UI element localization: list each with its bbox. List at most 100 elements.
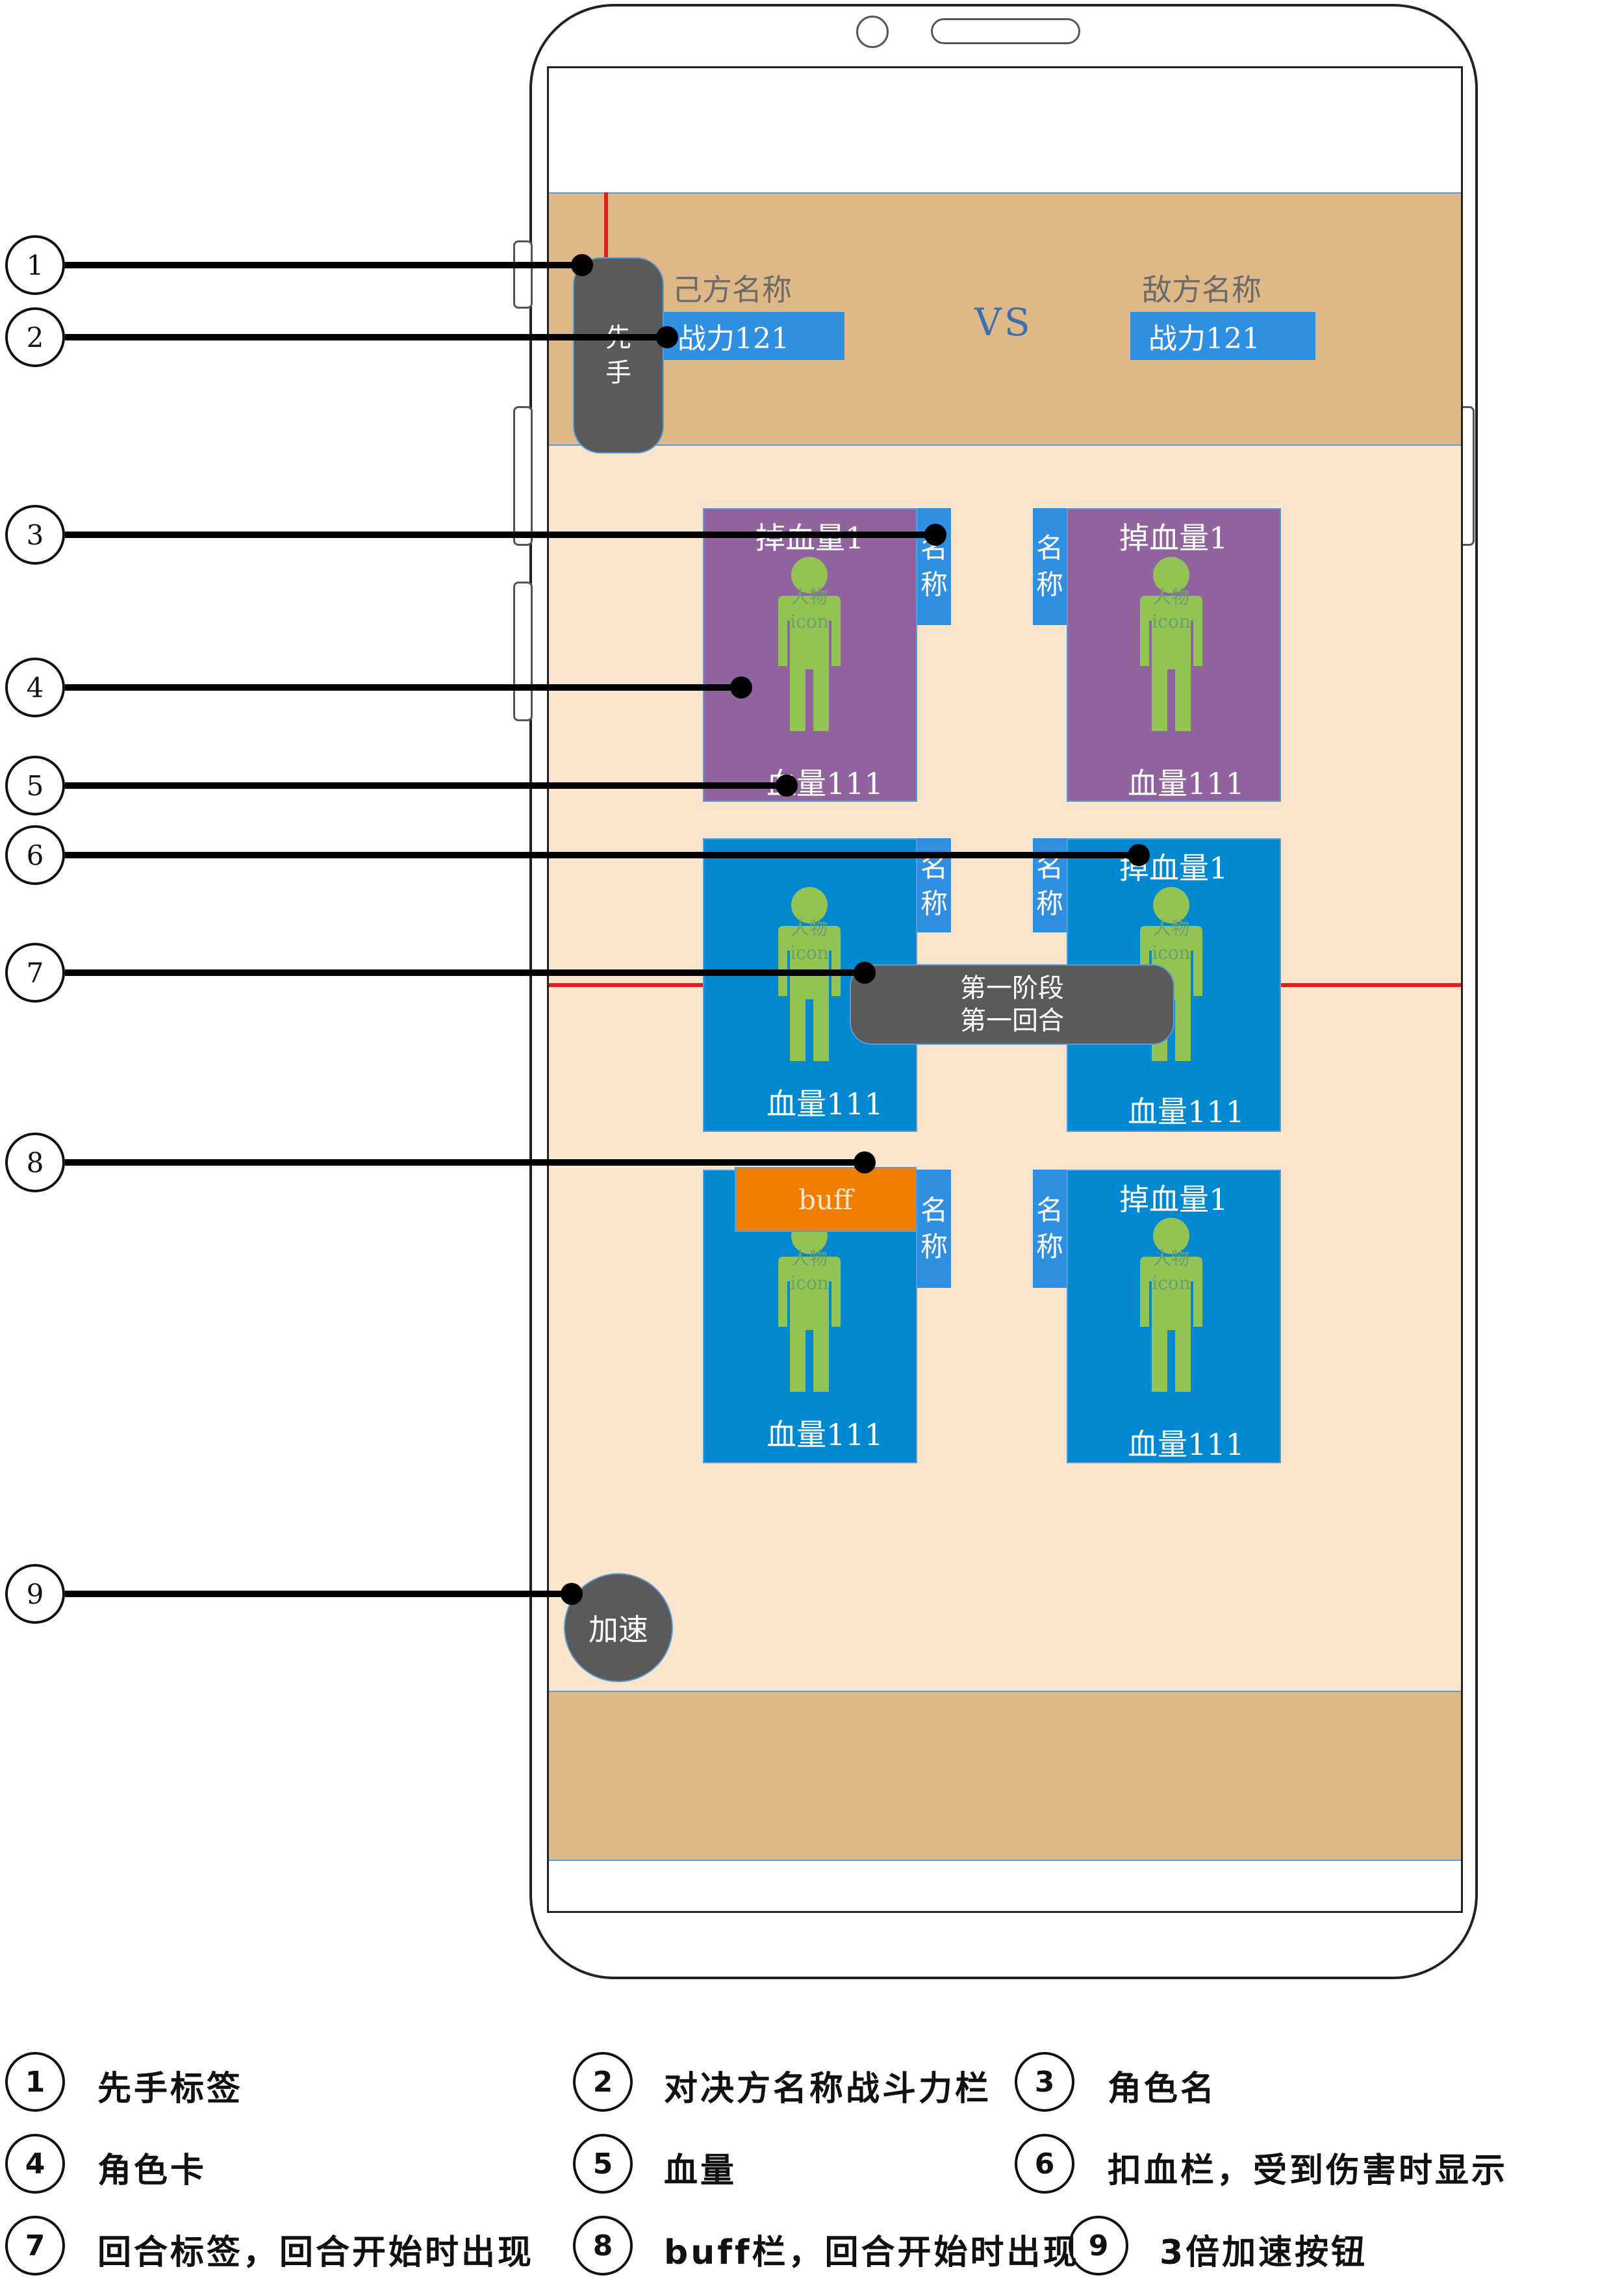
icon-label-line-1: 人物 — [1152, 586, 1189, 608]
name-char-1: 名 — [1035, 532, 1063, 564]
character-name-tag: 名 称 — [917, 1170, 951, 1288]
callout-dot-9 — [561, 1583, 583, 1605]
name-char-1: 名 — [920, 1194, 948, 1226]
hp-loss-label: 掉血量1 — [755, 520, 865, 556]
first-tag-char-2: 手 — [605, 358, 631, 388]
callout-circle-2: 2 — [5, 307, 65, 367]
callout-circle-8: 8 — [5, 1133, 65, 1192]
callout-circle-1: 1 — [5, 235, 65, 295]
callout-dot-3 — [924, 524, 946, 546]
callout-circle-6: 6 — [5, 825, 65, 885]
legend-number: 6 — [1015, 2134, 1074, 2194]
legend-text: 先手标签 — [97, 2070, 244, 2109]
icon-label-line-1: 人物 — [791, 917, 828, 939]
callout-leader-9 — [65, 1591, 572, 1597]
callout-leader-3 — [65, 532, 935, 538]
legend-number: 3 — [1015, 2052, 1074, 2112]
hp-label: 血量111 — [1128, 1094, 1245, 1129]
callout-dot-1 — [571, 254, 593, 276]
character-figure-icon — [1126, 556, 1217, 740]
icon-label-line-2: icon — [790, 611, 829, 632]
callout-leader-8 — [65, 1159, 864, 1166]
first-move-tag: 先 手 — [573, 257, 664, 454]
legend-text: 血量 — [664, 2151, 737, 2190]
callout-leader-6 — [65, 852, 1143, 858]
legend-text: 角色卡 — [97, 2151, 207, 2190]
enemy-power-bar: 战力121 — [1130, 312, 1315, 360]
round-number-label: 第一回合 — [960, 1006, 1064, 1036]
legend-number: 7 — [5, 2216, 65, 2276]
figure-icon-label: 人物 icon — [764, 585, 855, 634]
callout-circle-3: 3 — [5, 505, 65, 565]
legend-text: 3倍加速按钮 — [1160, 2233, 1368, 2272]
name-char-2: 称 — [920, 887, 948, 919]
character-figure-icon — [764, 556, 855, 740]
icon-label-line-2: icon — [790, 942, 829, 964]
icon-label-line-2: icon — [790, 1272, 829, 1294]
side-button-top — [513, 240, 533, 309]
legend-number: 9 — [1069, 2216, 1128, 2276]
battlefield — [549, 446, 1461, 1691]
legend-number: 2 — [573, 2052, 633, 2112]
figure-icon-label: 人物 icon — [1126, 1246, 1217, 1296]
callout-dot-6 — [1128, 844, 1150, 866]
callout-circle-4: 4 — [5, 658, 65, 717]
icon-label-line-1: 人物 — [1152, 1248, 1189, 1269]
legend-number: 8 — [573, 2216, 633, 2276]
name-char-2: 称 — [920, 1231, 948, 1263]
icon-label-line-1: 人物 — [791, 586, 828, 608]
player-power-bar: 战力121 — [659, 312, 844, 360]
side-button-volume-down — [513, 582, 533, 721]
icon-label-line-2: icon — [1152, 611, 1191, 632]
callout-dot-4 — [730, 676, 752, 699]
round-stage-label: 第一阶段 — [960, 973, 1064, 1003]
enemy-power: 战力121 — [1148, 322, 1260, 355]
speed-up-button[interactable]: 加速 — [564, 1573, 673, 1682]
hp-label: 血量111 — [767, 1417, 883, 1452]
character-figure-icon — [764, 1216, 855, 1401]
icon-label-line-2: icon — [1152, 942, 1191, 964]
callout-dot-7 — [854, 962, 876, 984]
character-figure-icon — [764, 886, 855, 1070]
bottom-bar — [549, 1691, 1461, 1861]
figure-icon-label: 人物 icon — [764, 916, 855, 966]
name-char-2: 称 — [1035, 1231, 1063, 1263]
legend-text: 角色名 — [1108, 2070, 1217, 2109]
icon-label-line-1: 人物 — [1152, 917, 1189, 939]
callout-leader-1 — [65, 262, 585, 268]
hp-label: 血量111 — [767, 1086, 883, 1122]
red-marker-right — [1117, 983, 1461, 987]
name-char-2: 称 — [1035, 887, 1063, 919]
figure-icon-label: 人物 icon — [1126, 585, 1217, 634]
legend-number: 4 — [5, 2134, 65, 2194]
callout-circle-9: 9 — [5, 1564, 65, 1624]
legend-number: 1 — [5, 2052, 65, 2112]
vs-label: VS — [974, 300, 1033, 344]
callout-leader-7 — [65, 969, 870, 976]
legend-number: 5 — [573, 2134, 633, 2194]
legend-text: 对决方名称战斗力栏 — [664, 2070, 992, 2109]
side-button-volume-up — [513, 406, 533, 546]
red-marker-top — [604, 192, 608, 259]
legend-text: 扣血栏，受到伤害时显示 — [1108, 2151, 1508, 2190]
character-name-tag: 名 称 — [1033, 1170, 1067, 1288]
player-team-name: 己方名称 — [672, 272, 792, 307]
enemy-team-name: 敌方名称 — [1142, 272, 1262, 307]
icon-label-line-1: 人物 — [791, 1248, 828, 1269]
callout-leader-4 — [65, 684, 741, 691]
callout-circle-7: 7 — [5, 943, 65, 1003]
name-char-2: 称 — [920, 569, 948, 600]
camera-icon — [856, 16, 889, 48]
name-char-2: 称 — [1035, 569, 1063, 600]
figure-icon-label: 人物 icon — [764, 1246, 855, 1296]
callout-circle-5: 5 — [5, 756, 65, 815]
player-power: 战力121 — [678, 322, 789, 355]
callout-dot-5 — [776, 775, 798, 797]
character-name-tag: 名 称 — [1033, 508, 1067, 625]
name-char-1: 名 — [1035, 1194, 1063, 1226]
callout-leader-5 — [65, 782, 786, 789]
round-tag: 第一阶段 第一回合 — [850, 964, 1174, 1045]
hp-loss-label: 掉血量1 — [1119, 1182, 1228, 1217]
hp-label: 血量111 — [1128, 766, 1245, 801]
hp-loss-label: 掉血量1 — [1119, 520, 1228, 556]
